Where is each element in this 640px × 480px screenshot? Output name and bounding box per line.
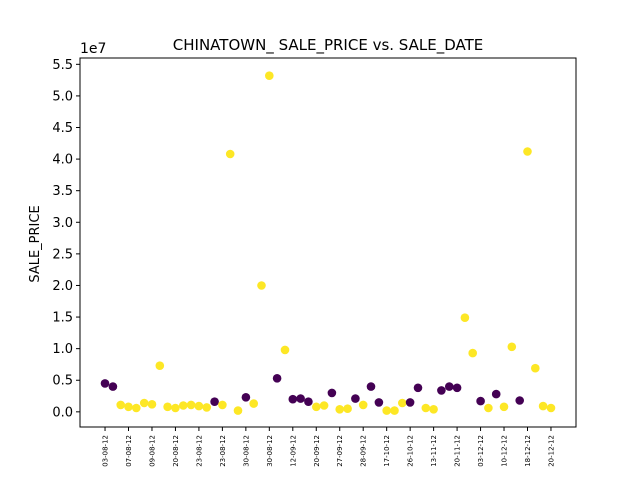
x-tick-label-11: 28-09-12 (360, 435, 368, 467)
data-point-27 (312, 402, 321, 412)
data-point-8 (163, 402, 172, 412)
data-point-10 (179, 401, 188, 410)
x-ticks: 03-08-12 07-08-12 09-08-12 20-08-12 23-08-12… (102, 427, 556, 467)
data-point-1 (108, 382, 118, 391)
data-point-50 (491, 389, 501, 399)
data-point-52 (507, 342, 517, 352)
y-tick-label-1: 0.5 (52, 374, 73, 389)
x-tick-label-1: 07-08-12 (125, 435, 133, 467)
y-tick-label-3: 1.5 (52, 311, 73, 326)
data-point-22 (272, 374, 282, 383)
data-point-18 (241, 393, 251, 402)
data-point-16 (225, 149, 235, 159)
x-tick-label-0: 03-08-12 (102, 435, 110, 467)
y-tick-label-6: 3.0 (52, 216, 73, 231)
data-point-51 (499, 402, 509, 412)
data-point-17 (233, 406, 243, 415)
data-point-40 (413, 383, 423, 393)
data-point-3 (124, 402, 133, 412)
data-point-28 (319, 401, 329, 410)
data-point-0 (100, 379, 110, 388)
data-point-44 (445, 382, 454, 391)
x-tick-label-17: 10-12-12 (501, 435, 509, 467)
x-tick-label-18: 18-12-12 (524, 435, 532, 467)
data-point-53 (515, 396, 524, 405)
data-point-35 (374, 398, 384, 407)
data-point-46 (460, 313, 470, 323)
data-point-41 (421, 403, 431, 413)
data-point-24 (288, 394, 298, 404)
data-point-26 (304, 397, 313, 407)
data-point-11 (186, 400, 196, 410)
data-point-5 (139, 398, 149, 408)
data-point-39 (405, 398, 415, 407)
data-point-7 (155, 361, 165, 371)
y-tick-label-5: 2.5 (52, 247, 73, 262)
y-tick-label-10: 5.0 (52, 89, 73, 104)
x-tick-label-14: 13-11-12 (430, 435, 438, 467)
x-tick-label-2: 09-08-12 (149, 435, 157, 467)
y-tick-label-0: 0.0 (52, 405, 73, 420)
data-point-25 (296, 394, 305, 403)
data-point-45 (452, 383, 462, 393)
data-point-19 (249, 399, 258, 408)
y-tick-label-7: 3.5 (52, 184, 73, 199)
data-point-55 (531, 363, 540, 373)
data-point-42 (429, 405, 438, 414)
y-tick-label-2: 1.0 (52, 342, 73, 357)
data-point-43 (437, 386, 446, 395)
x-tick-label-12: 17-10-12 (383, 435, 391, 467)
data-point-47 (468, 348, 478, 358)
data-point-30 (335, 405, 345, 414)
data-point-54 (523, 147, 532, 156)
data-point-36 (382, 406, 392, 415)
data-point-56 (538, 401, 548, 411)
data-point-9 (171, 403, 180, 413)
data-point-6 (147, 400, 157, 409)
data-point-38 (398, 398, 407, 408)
data-point-4 (132, 403, 141, 413)
y-ticks: 0.0 0.5 1.0 1.5 2.0 2.5 3.0 3.5 4.0 4.5 5.0 5.5 (52, 58, 80, 420)
data-point-32 (351, 394, 360, 403)
x-tick-label-16: 03-12-12 (477, 435, 485, 467)
x-tick-label-10: 27-09-12 (336, 435, 344, 467)
x-tick-label-7: 30-08-12 (266, 435, 274, 467)
data-point-33 (358, 400, 368, 410)
data-point-12 (194, 401, 204, 411)
data-point-21 (265, 71, 274, 80)
data-point-31 (343, 404, 352, 414)
x-tick-label-19: 20-12-12 (548, 435, 556, 467)
x-tick-label-4: 23-08-12 (195, 435, 203, 467)
data-point-49 (484, 403, 493, 413)
y-tick-label-8: 4.0 (52, 153, 73, 168)
data-point-37 (390, 406, 399, 415)
data-point-15 (218, 400, 227, 410)
y-offset-label: 1e7 (80, 41, 106, 57)
data-point-29 (327, 388, 337, 398)
data-point-34 (366, 382, 376, 391)
x-tick-label-8: 12-09-12 (289, 435, 297, 467)
y-axis-label: SALE_PRICE (28, 205, 43, 282)
data-point-13 (202, 403, 211, 412)
data-point-2 (116, 400, 125, 410)
data-point-48 (476, 396, 485, 406)
y-tick-label-11: 5.5 (52, 58, 73, 73)
data-point-57 (546, 403, 556, 413)
y-tick-label-4: 2.0 (52, 279, 73, 294)
data-point-20 (257, 281, 266, 290)
x-tick-label-13: 26-10-12 (407, 435, 415, 467)
x-tick-label-9: 20-09-12 (313, 435, 321, 467)
x-tick-label-3: 20-08-12 (172, 435, 180, 467)
data-point-23 (280, 345, 290, 355)
chart-title: CHINATOWN_ SALE_PRICE vs. SALE_DATE (173, 36, 483, 55)
y-tick-label-9: 4.5 (52, 121, 73, 136)
x-tick-label-15: 20-11-12 (454, 435, 462, 467)
points-layer (100, 71, 556, 415)
data-point-14 (210, 397, 219, 407)
x-tick-label-6: 30-08-12 (242, 435, 250, 467)
plot-frame (79, 57, 577, 428)
x-tick-label-5: 23-08-12 (219, 435, 227, 467)
